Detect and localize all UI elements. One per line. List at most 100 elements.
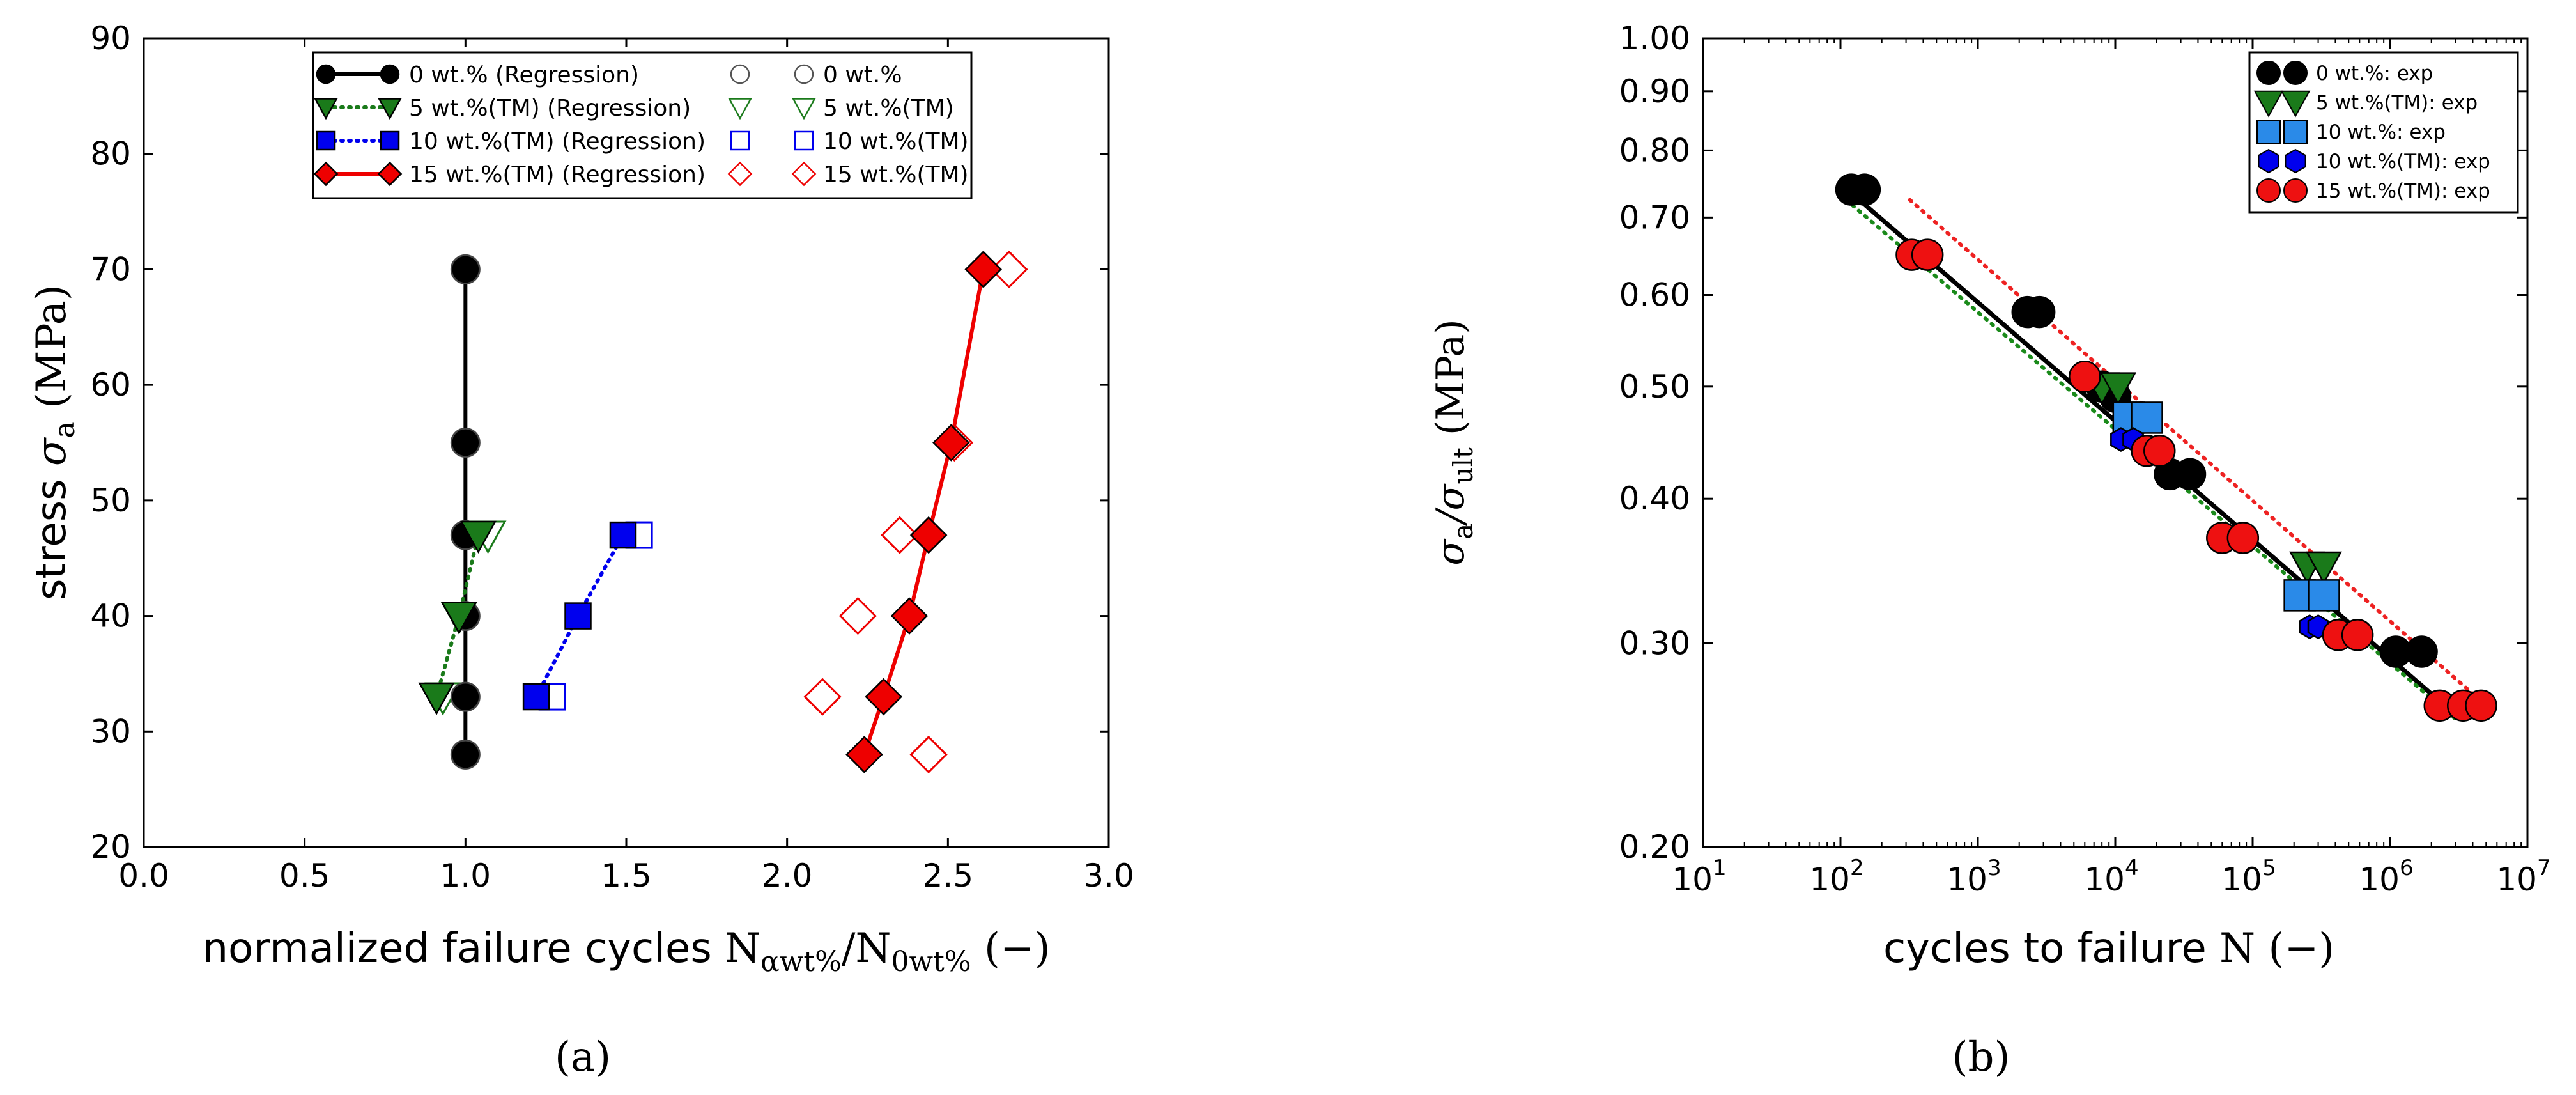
- chart-b-legend-label: 5 wt.%(TM): exp: [2316, 91, 2478, 114]
- chart-b-legend-entry-15-wt-tm-exp: 15 wt.%(TM): exp: [2256, 178, 2490, 203]
- chart-b-point: [2069, 360, 2101, 393]
- chart-b-point: [1911, 238, 1944, 271]
- chart-a-y-axis-label: stress σa (MPa): [28, 284, 81, 600]
- chart-a-legend-marker: [380, 64, 400, 84]
- chart-a-legend-marker: [792, 98, 816, 120]
- chart-a-series-15-wt-tm-regression: [845, 251, 1002, 773]
- chart-a-point: [803, 678, 842, 716]
- chart-a-series-15-wt-tm: [803, 250, 1028, 774]
- chart-b-y-tick-label: 0.30: [1619, 625, 1690, 662]
- chart-b-series-5-wt-tm-exp: [2083, 372, 2343, 585]
- chart-b-legend-marker: [2258, 148, 2279, 174]
- chart-b-y-axis-label: σa/σult (MPa): [1428, 319, 1479, 565]
- chart-a-legend-marker: [791, 161, 817, 187]
- chart-a-point: [909, 735, 948, 774]
- chart-b-legend-marker: [2285, 148, 2306, 174]
- chart-a-legend-label: 5 wt.%(TM) (Regression): [409, 95, 691, 121]
- chart-b-series-15-wt-tm-exp: [1895, 238, 2497, 722]
- chart-a-y-tick-label: 50: [90, 482, 131, 519]
- chart-a-legend-marker: [794, 64, 814, 84]
- chart-a-point: [451, 681, 481, 712]
- chart-a-point: [609, 521, 637, 549]
- chart-b-legend-marker: [2256, 61, 2281, 85]
- chart-a-y-tick-label: 80: [90, 136, 131, 173]
- chart-a-point: [564, 602, 592, 630]
- chart-b-point: [2226, 522, 2260, 554]
- chart-b-y-tick-label: 0.70: [1619, 199, 1690, 236]
- chart-b-point: [2100, 372, 2137, 405]
- chart-b-legend-marker: [2283, 178, 2308, 203]
- chart-a-y-tick-label: 20: [90, 828, 131, 866]
- chart-a-legend-marker: [730, 64, 750, 84]
- chart-a-panel-label: (a): [555, 1034, 611, 1081]
- chart-a-legend-marker: [316, 130, 336, 151]
- chart-b-y-tick-label: 0.40: [1619, 480, 1690, 517]
- chart-a-legend-marker: [313, 161, 339, 187]
- chart-b-x-tick-label: 107: [2496, 855, 2550, 898]
- chart-a-x-tick-label: 1.5: [601, 857, 652, 894]
- chart-b-legend-label: 10 wt.%(TM): exp: [2316, 150, 2490, 173]
- chart-b-legend-entry-10-wt-exp: 10 wt.%: exp: [2256, 120, 2446, 144]
- chart-a-point: [451, 428, 481, 458]
- chart-a-x-tick-label: 3.0: [1083, 857, 1134, 894]
- chart-b-legend: 0 wt.%: exp 5 wt.%(TM): exp 10 wt.%: exp 10…: [2248, 51, 2519, 214]
- chart-a-legend-label: 10 wt.%(TM) (Regression): [409, 128, 706, 155]
- chart-a-legend-label: 15 wt.%(TM): [823, 162, 969, 188]
- chart-b-point: [2465, 689, 2497, 722]
- chart-b-series-10-wt-exp: [2112, 401, 2340, 612]
- chart-b-y-tick-label: 1.00: [1619, 20, 1690, 57]
- chart-a-legend-marker: [730, 130, 750, 151]
- chart-a-legend-label: 5 wt.%(TM): [823, 95, 954, 121]
- chart-a-point: [440, 602, 477, 635]
- chart-b-legend-label: 10 wt.%: exp: [2316, 121, 2446, 144]
- chart-a-point: [909, 516, 948, 554]
- chart-b-panel-label: (b): [1952, 1034, 2010, 1081]
- chart-b-point: [2023, 295, 2056, 329]
- chart-a-legend-entry-15-wt-tm: 15 wt.%(TM): [727, 161, 969, 188]
- chart-a-legend-marker: [316, 64, 336, 84]
- chart-b-x-axis-label: cycles to failure N (−): [1883, 925, 2334, 972]
- chart-b-y-tick-label: 0.50: [1619, 368, 1690, 405]
- chart-a-x-axis-label: normalized failure cycles Nαwt%/N0wt% (−…: [202, 925, 1050, 978]
- chart-a-series-10-wt-tm-regression: [522, 521, 637, 711]
- chart-b-legend-marker: [2256, 120, 2281, 144]
- chart-a-point: [845, 736, 883, 773]
- chart-a-legend-entry-0-wt: 0 wt.%: [730, 62, 902, 88]
- chart-a-y-tick-label: 40: [90, 598, 131, 635]
- chart-a-x-tick-label: 0.0: [118, 857, 169, 894]
- chart-a-point: [459, 520, 497, 554]
- chart-b-point: [2308, 579, 2340, 612]
- chart-b-point: [1848, 173, 1881, 206]
- chart-b-point: [2173, 458, 2207, 491]
- chart-b-x-tick-label: 103: [1947, 855, 2001, 898]
- chart-a-x-tick-label: 1.0: [440, 857, 491, 894]
- chart-a-y-tick-label: 30: [90, 713, 131, 750]
- chart-b-legend-marker: [2253, 90, 2284, 118]
- chart-a-point: [990, 250, 1028, 289]
- chart-a-point: [838, 596, 877, 635]
- chart-a-legend-label: 10 wt.%(TM): [823, 128, 969, 155]
- chart-a-legend-box: [312, 51, 973, 199]
- chart-b-x-tick-label: 102: [1809, 855, 1863, 898]
- chart-b-point: [2131, 401, 2163, 434]
- chart-b-legend-entry-0-wt-exp: 0 wt.%: exp: [2256, 61, 2433, 85]
- chart-a-legend-entry-5-wt-tm-regression: 5 wt.%(TM) (Regression): [314, 95, 691, 121]
- chart-a-x-tick-label: 0.5: [279, 857, 330, 894]
- chart-a-legend-marker: [380, 130, 400, 151]
- chart-a: 0.0 0.5 1.0 1.5 2.0 2.5 3.0 20 30 40 50 60 70 80 90 0 …: [28, 20, 1134, 1081]
- chart-a-series-10-wt-tm: [538, 521, 653, 711]
- chart-b-legend-label: 0 wt.%: exp: [2316, 62, 2433, 85]
- chart-b-point: [2341, 619, 2374, 651]
- chart-a-point: [881, 516, 919, 554]
- chart-b-legend-marker: [2283, 120, 2308, 144]
- chart-b-x-tick-label: 104: [2084, 855, 2138, 898]
- chart-a-legend-entry-5-wt-tm: 5 wt.%(TM): [728, 95, 954, 121]
- chart-b-legend-label: 15 wt.%(TM): exp: [2316, 180, 2490, 203]
- chart-a-legend-entry-10-wt-tm-regression: 10 wt.%(TM) (Regression): [316, 128, 706, 155]
- chart-a-point: [418, 682, 455, 716]
- chart-b-point: [2305, 551, 2343, 585]
- chart-a-y-tick-label: 70: [90, 251, 131, 288]
- chart-b-point: [2405, 635, 2438, 668]
- chart-a-legend-entry-15-wt-tm-regression: 15 wt.%(TM) (Regression): [313, 161, 706, 188]
